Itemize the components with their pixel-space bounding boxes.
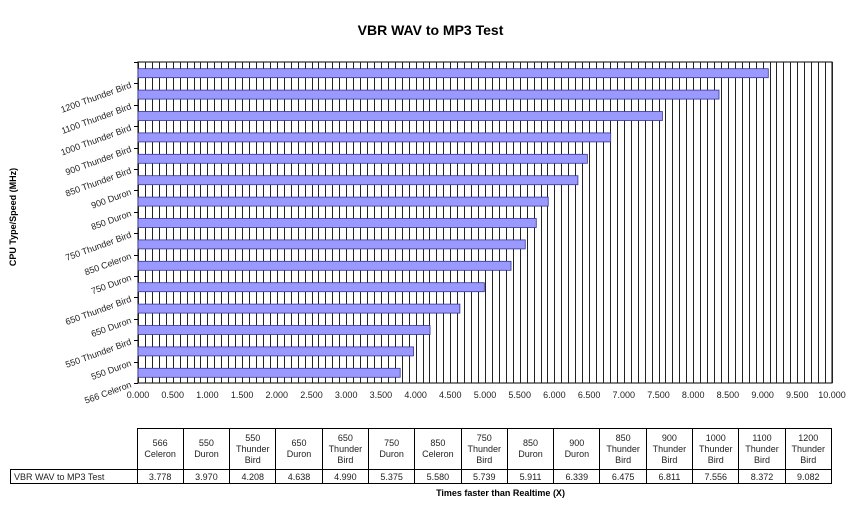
- table-value-cell: 5.739: [460, 469, 508, 484]
- bar: [137, 367, 401, 378]
- table-header-cell: 1200 Thunder Bird: [784, 428, 832, 470]
- table-value-cell: 3.778: [136, 469, 184, 484]
- table-value-cell: 6.475: [599, 469, 647, 484]
- bar: [137, 196, 549, 207]
- table-value-cell: 5.375: [367, 469, 416, 484]
- x-tick-label: 8.000: [682, 390, 705, 400]
- x-tick-label: 1.000: [196, 390, 219, 400]
- table-header-cell: 750 Duron: [367, 428, 416, 470]
- bar: [137, 111, 663, 121]
- table-header-cell: 650 Thunder Bird: [321, 428, 369, 470]
- y-tick-label: 650 Duron: [90, 315, 133, 339]
- table-header-cell: 550 Thunder Bird: [229, 428, 277, 470]
- x-tick-label: 8.500: [717, 390, 740, 400]
- table-header-cell: 850 Celeron: [414, 428, 462, 470]
- x-tick-label: 0.000: [127, 390, 150, 400]
- x-tick-label: 3.500: [370, 390, 393, 400]
- y-tick-label: 750 Duron: [90, 272, 133, 296]
- table-header-cell: 650 Duron: [275, 428, 323, 470]
- table-header-row: 566 Celeron 550 Duron 550 Thunder Bird 650 Duron…: [10, 428, 832, 470]
- x-tick-label: 10.000: [818, 390, 846, 400]
- table-value-cell: 5.911: [506, 469, 555, 484]
- x-tick-label: 2.500: [300, 390, 323, 400]
- bar: [137, 239, 526, 250]
- table-header-cell: 900 Thunder Bird: [645, 428, 694, 470]
- x-tick-label: 6.000: [543, 390, 566, 400]
- y-tick-label: 550 Duron: [90, 358, 133, 382]
- x-axis-label: Times faster than Realtime (X): [436, 488, 565, 498]
- table-header-cell: 900 Duron: [553, 428, 601, 470]
- table-value-cell: 4.638: [275, 469, 323, 484]
- x-tick-label: 3.000: [335, 390, 358, 400]
- bar: [137, 175, 579, 186]
- bar: [137, 325, 431, 335]
- bar: [137, 153, 588, 164]
- bar: [137, 68, 769, 79]
- y-tick-label: 850 Duron: [90, 208, 133, 232]
- bar: [137, 89, 720, 100]
- x-tick-label: 1.500: [231, 390, 254, 400]
- bar: [137, 303, 461, 314]
- x-tick-label: 7.500: [647, 390, 670, 400]
- bar: [137, 132, 612, 143]
- chart-title: VBR WAV to MP3 Test: [357, 22, 504, 38]
- table-value-cell: 8.372: [738, 469, 786, 484]
- plot-area: 0.000 0.500 1.000 1.500 2.000 2.500 3.000 3.500…: [59, 61, 846, 406]
- bar: [137, 346, 414, 357]
- data-table: 566 Celeron 550 Duron 550 Thunder Bird 650 Duron…: [10, 428, 832, 484]
- table-value-cell: 5.580: [414, 469, 462, 484]
- table-value-cell: 3.970: [182, 469, 231, 484]
- x-tick-label: 4.000: [404, 390, 427, 400]
- x-tick-label: 9.000: [751, 390, 774, 400]
- table-header-cell: 566 Celeron: [136, 428, 184, 470]
- x-tick-label: 4.500: [439, 390, 462, 400]
- table-row: VBR WAV to MP3 Test 3.778 3.970 4.208 4.638 4…: [10, 469, 832, 484]
- table-header-cell: 550 Duron: [182, 428, 231, 470]
- x-tick-label: 5.000: [474, 390, 497, 400]
- table-header-cell: 850 Duron: [506, 428, 555, 470]
- table-value-cell: 6.339: [553, 469, 601, 484]
- table-value-cell: 7.556: [692, 469, 740, 484]
- x-tick-label: 7.000: [613, 390, 636, 400]
- table-header-cell: 1000 Thunder Bird: [692, 428, 740, 470]
- table-header-cell: 1100 Thunder Bird: [738, 428, 786, 470]
- x-tick-label: 2.000: [266, 390, 289, 400]
- table-value-cell: 4.990: [321, 469, 369, 484]
- table-corner: [10, 428, 138, 470]
- x-tick-label: 6.500: [578, 390, 601, 400]
- bar: [137, 282, 485, 293]
- table-value-cell: 9.082: [784, 469, 832, 484]
- bar: [137, 260, 512, 271]
- x-tick-label: 5.500: [508, 390, 531, 400]
- x-tick-label: 0.500: [161, 390, 184, 400]
- bar: [137, 218, 537, 228]
- y-tick-label: 900 Duron: [90, 187, 133, 211]
- table-value-cell: 6.811: [645, 469, 694, 484]
- x-tick-label: 9.500: [786, 390, 809, 400]
- table-header-cell: 750 Thunder Bird: [460, 428, 508, 470]
- y-tick-label: 566 Celeron: [83, 379, 133, 405]
- table-value-cell: 4.208: [229, 469, 277, 484]
- series-label: VBR WAV to MP3 Test: [10, 469, 138, 484]
- table-header-cell: 850 Thunder Bird: [599, 428, 647, 470]
